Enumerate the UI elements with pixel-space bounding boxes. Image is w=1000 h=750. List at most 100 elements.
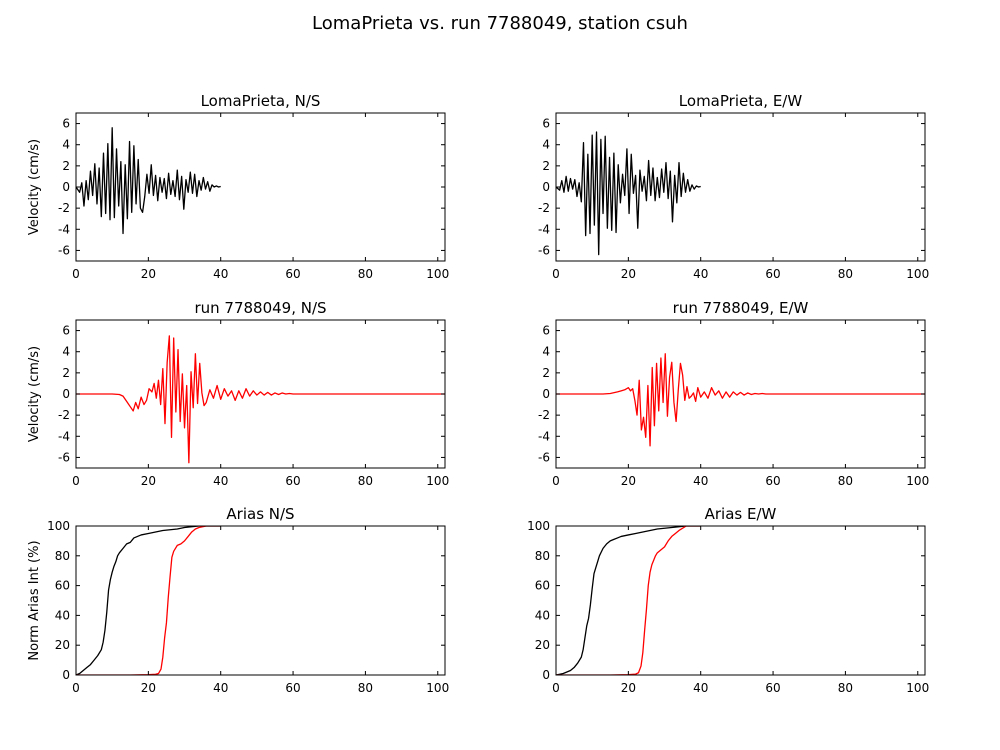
vel-ew-obs-ytick-label: -6 (538, 243, 550, 257)
vel-ew-sim-panel: 0 20 40 60 80 100 -6 -4 -2 0 2 4 6 run 7788049, E/W (538, 299, 929, 488)
vel-ns-obs-xtick-label: 100 (426, 267, 449, 281)
arias-ns-panel: 0 20 40 60 80 100 0 20 40 60 80 100 Arias N/S Norm Ar… (27, 505, 449, 695)
arias-ns-xtick-label: 40 (213, 681, 228, 695)
vel-ns-obs-ytick-label: 2 (62, 159, 70, 173)
vel-ns-sim-ytick-label: -2 (58, 408, 70, 422)
vel-ns-obs-ylabel: Velocity (cm/s) (27, 139, 42, 235)
arias-ns-ytick-label: 20 (55, 638, 70, 652)
vel-ew-obs-ytick-label: 6 (542, 117, 550, 131)
vel-ew-sim-xtick-label: 40 (693, 474, 708, 488)
arias-ns-xtick-label: 20 (141, 681, 156, 695)
arias-ew-ytick-label: 60 (535, 579, 550, 593)
vel-ew-obs-axes-frame (555, 112, 926, 262)
vel-ns-obs-series-line-0 (76, 127, 221, 235)
arias-ew-xtick-label: 60 (765, 681, 780, 695)
vel-ns-sim-panel: 0 20 40 60 80 100 -6 -4 -2 0 2 4 6 run 7788049, N/S Ve… (27, 299, 449, 488)
arias-ew-ytick-label: 100 (527, 519, 550, 533)
vel-ew-sim-ytick-label: 2 (542, 366, 550, 380)
arias-ns-xtick-label: 60 (285, 681, 300, 695)
arias-ew-xtick-label: 0 (552, 681, 560, 695)
vel-ns-sim-xtick-label: 60 (285, 474, 300, 488)
vel-ns-obs-xtick-label: 40 (213, 267, 228, 281)
vel-ew-obs-xtick-label: 40 (693, 267, 708, 281)
vel-ns-obs-title: LomaPrieta, N/S (201, 92, 321, 110)
vel-ns-obs-xtick-label: 60 (285, 267, 300, 281)
vel-ns-sim-ytick-label: -4 (58, 429, 70, 443)
vel-ew-obs-xtick-label: 100 (906, 267, 929, 281)
vel-ns-obs-xtick-label: 80 (358, 267, 373, 281)
arias-ns-title: Arias N/S (226, 505, 294, 523)
vel-ew-sim-xtick-label: 100 (906, 474, 929, 488)
vel-ns-obs-ytick-label: 6 (62, 117, 70, 131)
vel-ns-sim-ytick-label: 6 (62, 324, 70, 338)
vel-ns-sim-xtick-label: 20 (141, 474, 156, 488)
vel-ew-obs-ytick-label: 4 (542, 138, 550, 152)
figure-title: LomaPrieta vs. run 7788049, station csuh (312, 13, 688, 34)
vel-ns-sim-xtick-label: 40 (213, 474, 228, 488)
vel-ew-sim-xtick-label: 0 (552, 474, 560, 488)
vel-ew-sim-ytick-label: -6 (538, 450, 550, 464)
vel-ns-sim-ytick-label: 4 (62, 345, 70, 359)
vel-ew-sim-xtick-label: 60 (765, 474, 780, 488)
arias-ns-ylabel: Norm Arias Int (%) (27, 540, 42, 660)
vel-ns-sim-ytick-label: 2 (62, 366, 70, 380)
arias-ns-xtick-label: 0 (72, 681, 80, 695)
vel-ns-obs-ytick-label: -4 (58, 222, 70, 236)
vel-ew-obs-xtick-label: 20 (621, 267, 636, 281)
vel-ew-obs-ytick-label: -2 (538, 201, 550, 215)
vel-ns-sim-ylabel: Velocity (cm/s) (27, 346, 42, 442)
vel-ns-obs-ytick-label: -2 (58, 201, 70, 215)
vel-ns-obs-ytick-label: -6 (58, 243, 70, 257)
vel-ew-obs-xtick-label: 80 (838, 267, 853, 281)
arias-ew-series-line-0 (556, 526, 701, 675)
arias-ew-xtick-label: 80 (838, 681, 853, 695)
vel-ew-sim-ytick-label: -2 (538, 408, 550, 422)
arias-ew-axes-frame (555, 525, 926, 676)
vel-ns-obs-xtick-label: 0 (72, 267, 80, 281)
vel-ns-sim-xtick-label: 100 (426, 474, 449, 488)
arias-ns-series-line-0 (76, 526, 221, 675)
arias-ns-axes-frame (75, 525, 446, 676)
vel-ew-obs-xtick-label: 0 (552, 267, 560, 281)
vel-ns-obs-panel: 0 20 40 60 80 100 -6 -4 -2 0 2 4 6 LomaPrieta, N/S Vel… (27, 92, 449, 281)
vel-ns-sim-ytick-label: -6 (58, 450, 70, 464)
vel-ns-obs-xtick-label: 20 (141, 267, 156, 281)
vel-ew-sim-xtick-label: 20 (621, 474, 636, 488)
arias-ew-title: Arias E/W (705, 505, 777, 523)
vel-ew-sim-xtick-label: 80 (838, 474, 853, 488)
arias-ns-ytick-label: 60 (55, 579, 70, 593)
arias-ns-ytick-label: 80 (55, 549, 70, 563)
arias-ew-ytick-label: 0 (542, 668, 550, 682)
vel-ew-obs-panel: 0 20 40 60 80 100 -6 -4 -2 0 2 4 6 LomaPrieta, E/W (538, 92, 929, 281)
arias-ns-ytick-label: 100 (47, 519, 70, 533)
arias-ew-xtick-label: 20 (621, 681, 636, 695)
vel-ew-obs-ytick-label: 2 (542, 159, 550, 173)
arias-ew-ytick-label: 80 (535, 549, 550, 563)
vel-ew-sim-ytick-label: 6 (542, 324, 550, 338)
arias-ew-series-line-1 (556, 526, 701, 675)
arias-ew-xtick-label: 40 (693, 681, 708, 695)
arias-ns-ytick-label: 0 (62, 668, 70, 682)
vel-ew-sim-title: run 7788049, E/W (673, 299, 809, 317)
vel-ew-obs-ytick-label: -4 (538, 222, 550, 236)
vel-ns-sim-title: run 7788049, N/S (194, 299, 326, 317)
arias-ew-panel: 0 20 40 60 80 100 0 20 40 60 80 100 Arias E/W (527, 505, 929, 695)
vel-ew-obs-ytick-label: 0 (542, 180, 550, 194)
vel-ns-sim-series-line-0 (76, 335, 445, 464)
vel-ns-sim-xtick-label: 80 (358, 474, 373, 488)
vel-ns-obs-ytick-label: 4 (62, 138, 70, 152)
arias-ns-ytick-label: 40 (55, 608, 70, 622)
vel-ew-sim-ytick-label: 4 (542, 345, 550, 359)
vel-ew-obs-series-line-0 (556, 131, 701, 256)
vel-ew-sim-series-line-0 (556, 353, 925, 447)
arias-ew-ytick-label: 20 (535, 638, 550, 652)
arias-ns-xtick-label: 80 (358, 681, 373, 695)
arias-ns-series-line-1 (76, 526, 221, 675)
vel-ns-obs-ytick-label: 0 (62, 180, 70, 194)
vel-ns-sim-ytick-label: 0 (62, 387, 70, 401)
vel-ew-obs-xtick-label: 60 (765, 267, 780, 281)
vel-ew-sim-ytick-label: -4 (538, 429, 550, 443)
arias-ew-ytick-label: 40 (535, 608, 550, 622)
